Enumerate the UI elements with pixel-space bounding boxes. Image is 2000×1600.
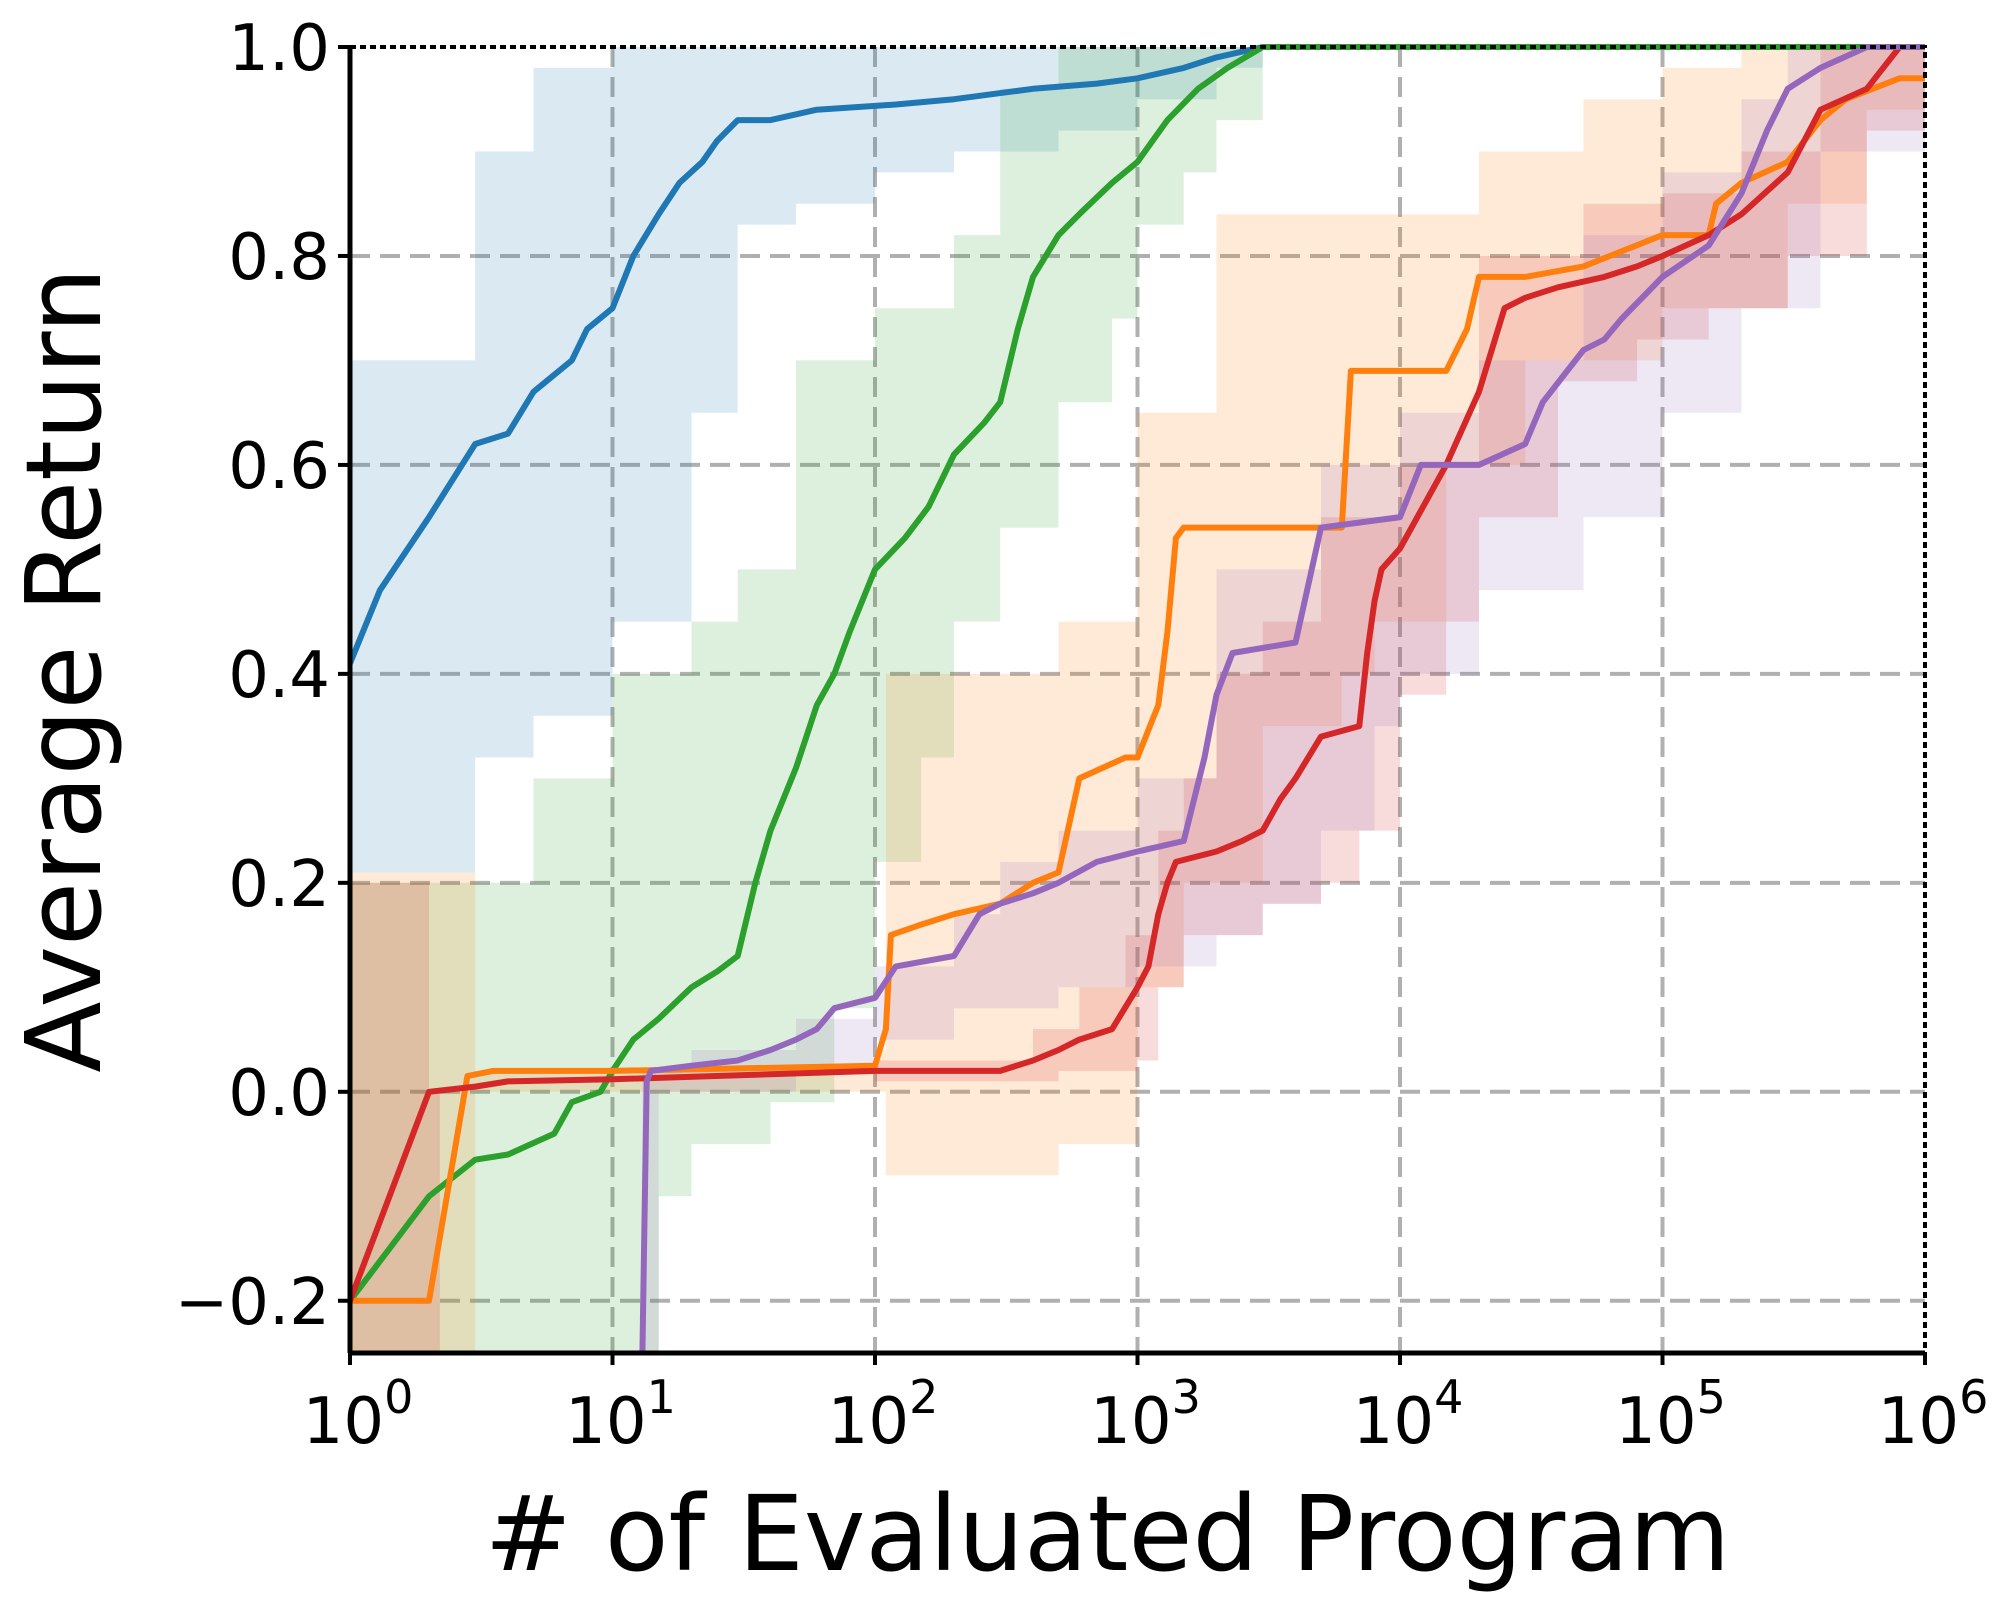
x-tick-labels: 100 101 102 103 104 105 106 [303, 1353, 1989, 1459]
x-tick-label: 101 [565, 1370, 676, 1459]
confidence-band [350, 47, 1925, 1353]
confidence-bands [350, 47, 1925, 1353]
x-tick-label: 100 [303, 1370, 414, 1459]
confidence-band [350, 47, 1925, 1353]
x-tick-label: 105 [1615, 1370, 1726, 1459]
x-tick-label: 106 [1878, 1370, 1989, 1459]
series-line [347, 44, 1925, 1302]
confidence-band [350, 47, 1925, 873]
x-tick-label: 103 [1090, 1370, 1201, 1459]
series-lines [347, 44, 1925, 1354]
y-axis-title: Average Return [3, 267, 125, 1072]
x-tick-label: 104 [1353, 1370, 1464, 1459]
confidence-band [633, 47, 1925, 1353]
y-tick-label: 0.6 [228, 430, 330, 504]
x-tick-label: 102 [828, 1370, 939, 1459]
y-tick-label: −0.2 [175, 1266, 330, 1340]
series-line [347, 44, 1925, 1303]
y-tick-labels: −0.2 0.0 0.2 0.4 0.6 0.8 1.0 [175, 12, 350, 1340]
x-axis-title: # of Evaluated Program [485, 1473, 1731, 1595]
y-tick-label: 0.2 [228, 848, 330, 922]
series-line [347, 44, 1925, 665]
confidence-band [350, 47, 1925, 1353]
y-tick-label: 0.8 [228, 221, 330, 295]
series-line [639, 44, 1925, 1354]
series-line [350, 75, 1925, 1304]
y-tick-label: 0.4 [228, 639, 330, 713]
y-tick-label: 0.0 [228, 1057, 330, 1131]
y-tick-label: 1.0 [228, 12, 330, 86]
grid [350, 47, 1925, 1353]
